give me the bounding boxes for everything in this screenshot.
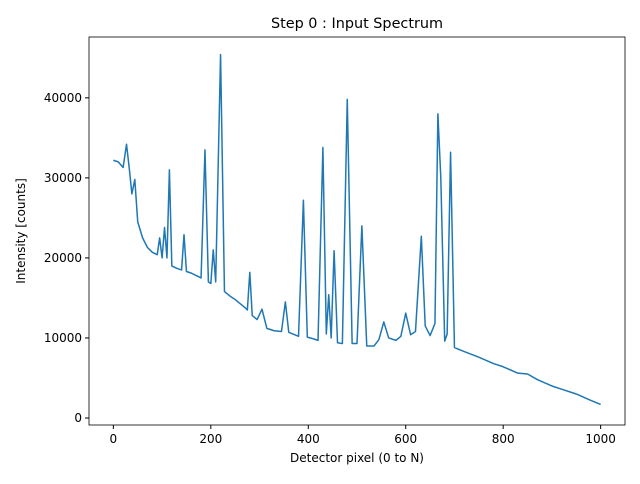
x-axis-label: Detector pixel (0 to N) xyxy=(290,451,424,465)
x-tick-label: 200 xyxy=(199,432,222,446)
y-tick-label: 20000 xyxy=(44,251,82,265)
spectrum-line xyxy=(113,53,601,406)
y-tick-label: 40000 xyxy=(44,91,82,105)
y-tick-label: 10000 xyxy=(44,331,82,345)
y-axis-label: Intensity [counts] xyxy=(14,178,28,284)
x-tick-label: 600 xyxy=(394,432,417,446)
chart-title: Step 0 : Input Spectrum xyxy=(271,16,443,32)
x-tick-label: 800 xyxy=(492,432,515,446)
y-tick-label: 0 xyxy=(74,411,82,425)
x-tick-label: 400 xyxy=(297,432,320,446)
x-tick-label: 1000 xyxy=(585,432,616,446)
x-tick-label: 0 xyxy=(110,432,118,446)
y-tick-label: 30000 xyxy=(44,171,82,185)
plot-frame xyxy=(88,36,626,426)
